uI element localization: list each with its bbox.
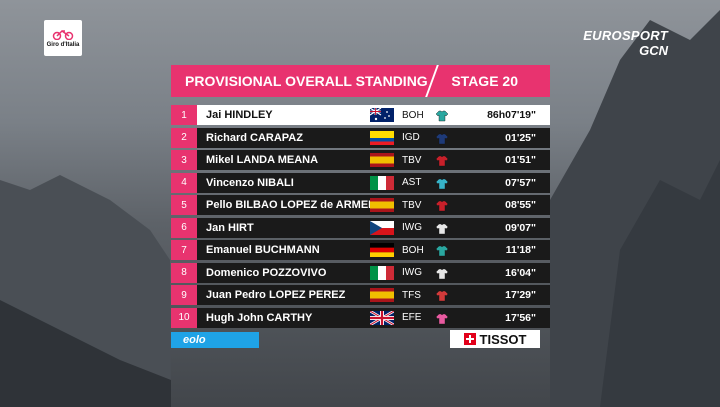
team-code: BOH xyxy=(402,244,424,256)
team-code: AST xyxy=(402,177,422,188)
standings-row: 8 Domenico POZZOVIVO IWG 16'04" xyxy=(171,262,550,283)
rank-cell: 5 xyxy=(171,195,197,215)
rider-cell: Hugh John CARTHY EFE xyxy=(197,307,475,328)
flag-icon-ecu xyxy=(370,130,394,145)
gap-time: 86h07'19" xyxy=(475,105,550,125)
standings-row: 4 Vincenzo NIBALI AST 07'57" xyxy=(171,172,550,193)
team-code: BOH xyxy=(402,109,424,121)
team-jersey-icon xyxy=(435,222,449,234)
team-jersey-icon xyxy=(435,109,449,122)
rider-cell: Jai HINDLEY BOH xyxy=(197,105,475,125)
rank-cell: 4 xyxy=(171,172,197,193)
broadcaster-line1: EUROSPORT xyxy=(583,28,668,43)
rider-name: Emanuel BUCHMANN xyxy=(206,244,320,256)
gap-time: 17'29" xyxy=(475,285,550,305)
standings-row: 2 Richard CARAPAZ IGD 01'25" xyxy=(171,127,550,148)
flag-icon-ger xyxy=(370,243,394,257)
flag-icon-cze xyxy=(370,220,394,235)
standings-row: 10 Hugh John CARTHY EFE 17'56" xyxy=(171,307,550,328)
rider-cell: Mikel LANDA MEANA TBV xyxy=(197,150,475,170)
team-jersey-icon xyxy=(435,199,449,212)
standings-row: 5 Pello BILBAO LOPEZ de ARMENTIA TBV 08'… xyxy=(171,195,550,215)
flag-icon-aus xyxy=(369,107,394,122)
rank-cell: 8 xyxy=(171,262,197,283)
rank-cell: 7 xyxy=(171,240,197,260)
gap-time: 16'04" xyxy=(475,262,550,283)
rank-cell: 9 xyxy=(171,285,197,305)
rider-cell: Juan Pedro LOPEZ PEREZ TFS xyxy=(197,285,475,305)
gap-time: 01'51" xyxy=(475,150,550,170)
rank-cell: 2 xyxy=(171,127,197,148)
standings-row: 3 Mikel LANDA MEANA TBV 01'51" xyxy=(171,150,550,170)
rank-cell: 6 xyxy=(171,217,197,238)
rider-name: Juan Pedro LOPEZ PEREZ xyxy=(206,289,346,301)
rider-name: Richard CARAPAZ xyxy=(206,131,303,144)
broadcaster-line2: GCN xyxy=(639,43,668,58)
eolo-sponsor-logo: eolo xyxy=(171,332,259,348)
gap-time: 11'18" xyxy=(475,240,550,260)
team-code: IWG xyxy=(402,267,422,278)
rank-cell: 10 xyxy=(171,307,197,328)
broadcaster-logo: EUROSPORT GCN xyxy=(583,29,668,57)
team-code: EFE xyxy=(402,312,422,323)
rider-name: Jan HIRT xyxy=(206,221,254,234)
stage-label: STAGE 20 xyxy=(451,73,518,89)
gap-time: 17'56" xyxy=(475,307,550,328)
standings-row: 7 Emanuel BUCHMANN BOH 11'18" xyxy=(171,240,550,260)
rider-cell: Pello BILBAO LOPEZ de ARMENTIA TBV xyxy=(197,195,475,215)
team-code: IWG xyxy=(402,222,422,233)
rank-cell: 1 xyxy=(171,105,197,125)
flag-icon-ita xyxy=(370,265,394,280)
gap-time: 01'25" xyxy=(475,127,550,148)
standings-title: PROVISIONAL OVERALL STANDING xyxy=(185,73,428,89)
swiss-cross-icon xyxy=(463,333,476,345)
team-code: TFS xyxy=(402,289,421,301)
tissot-text: TISSOT xyxy=(479,331,527,347)
team-code: TBV xyxy=(402,199,422,211)
rider-name: Vincenzo NIBALI xyxy=(206,176,294,189)
standings-row: 6 Jan HIRT IWG 09'07" xyxy=(171,217,550,238)
rider-cell: Richard CARAPAZ IGD xyxy=(197,127,475,148)
team-jersey-icon xyxy=(435,244,449,257)
rider-cell: Jan HIRT IWG xyxy=(197,217,475,238)
team-code: TBV xyxy=(402,154,422,166)
rider-name: Pello BILBAO LOPEZ de ARMENTIA xyxy=(206,199,370,211)
team-jersey-icon xyxy=(435,154,449,167)
gap-time: 07'57" xyxy=(475,172,550,193)
rider-cell: Domenico POZZOVIVO IWG xyxy=(197,262,475,283)
team-jersey-icon xyxy=(435,267,449,279)
team-jersey-icon xyxy=(435,177,449,189)
giro-logo-text: Giro d'Italia xyxy=(46,42,80,48)
team-jersey-icon xyxy=(435,132,449,144)
flag-icon-gbr xyxy=(369,309,395,326)
flag-icon-esp xyxy=(370,198,394,212)
flag-icon-ita xyxy=(370,175,394,190)
giro-logo: Giro d'Italia xyxy=(44,20,82,56)
rider-name: Domenico POZZOVIVO xyxy=(206,266,327,279)
flag-icon-esp xyxy=(370,153,394,167)
rider-cell: Vincenzo NIBALI AST xyxy=(197,172,475,193)
team-jersey-icon xyxy=(435,289,449,302)
team-code: IGD xyxy=(402,132,420,143)
standings-row: 9 Juan Pedro LOPEZ PEREZ TFS 17'29" xyxy=(171,285,550,305)
rider-name: Mikel LANDA MEANA xyxy=(206,154,319,166)
rider-name: Jai HINDLEY xyxy=(206,109,273,121)
tissot-sponsor-logo: TISSOT xyxy=(450,330,540,348)
rank-cell: 3 xyxy=(171,150,197,170)
standings-header: PROVISIONAL OVERALL STANDING STAGE 20 xyxy=(171,65,550,97)
standings-row: 1 Jai HINDLEY BOH 86h07'19" xyxy=(171,105,550,125)
rider-cell: Emanuel BUCHMANN BOH xyxy=(197,240,475,260)
team-jersey-icon xyxy=(435,312,449,324)
flag-icon-esp xyxy=(370,288,394,302)
bike-icon xyxy=(52,30,74,40)
gap-time: 08'55" xyxy=(475,195,550,215)
rider-name: Hugh John CARTHY xyxy=(206,311,313,324)
gap-time: 09'07" xyxy=(475,217,550,238)
